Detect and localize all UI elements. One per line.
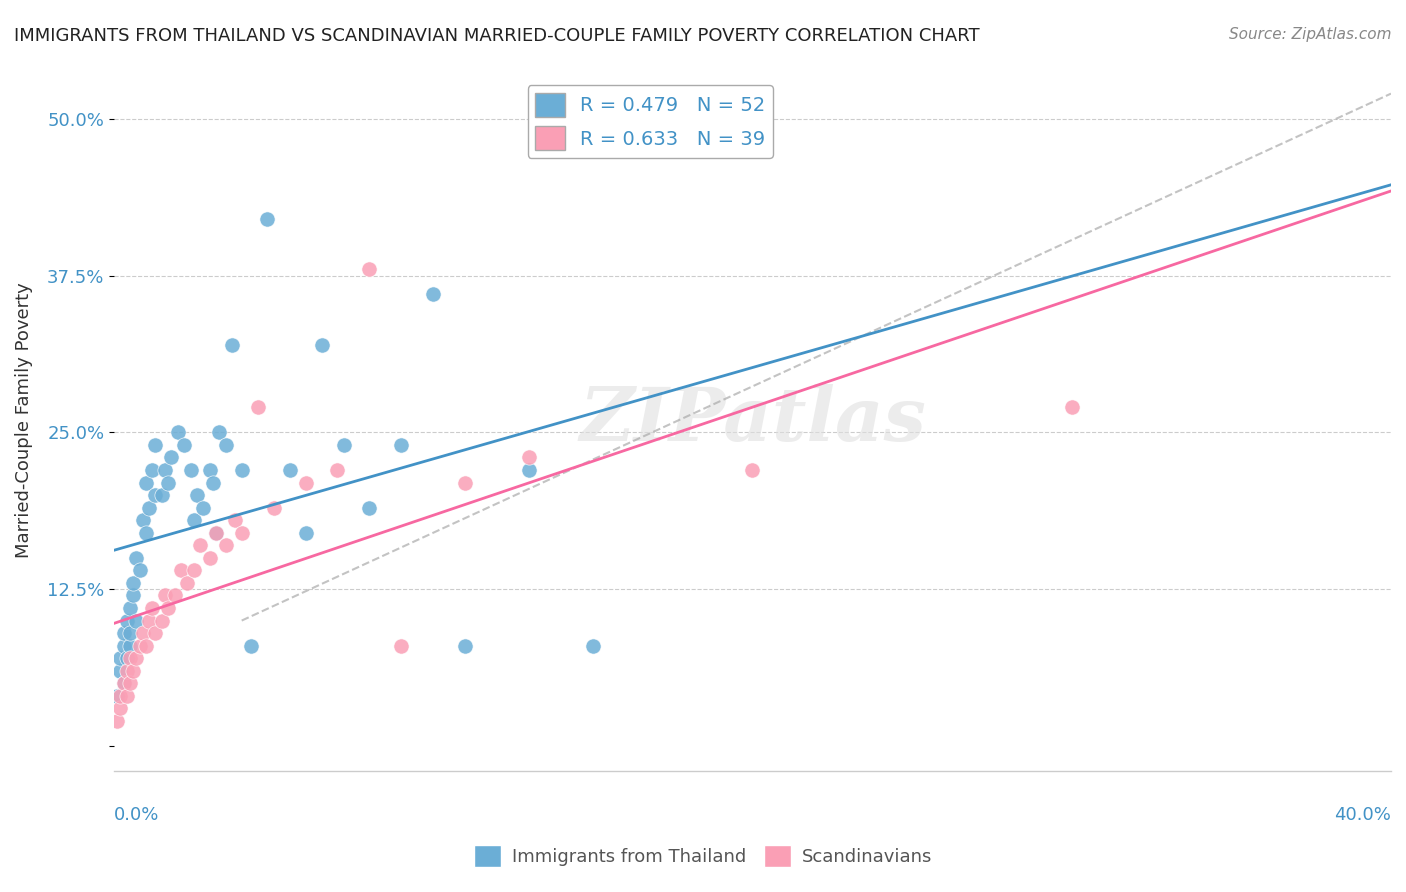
Point — [582, 639, 605, 653]
Point — [145, 438, 167, 452]
Point — [166, 425, 188, 440]
Legend: Immigrants from Thailand, Scandinavians: Immigrants from Thailand, Scandinavians — [467, 838, 939, 874]
Point — [118, 601, 141, 615]
Point — [231, 463, 253, 477]
Text: ZIPatlas: ZIPatlas — [579, 384, 927, 456]
Point — [333, 438, 356, 452]
Point — [150, 488, 173, 502]
Point — [240, 639, 263, 653]
Point — [188, 538, 211, 552]
Point — [138, 500, 160, 515]
Point — [183, 513, 205, 527]
Point — [326, 463, 349, 477]
Point — [278, 463, 301, 477]
Point — [256, 212, 278, 227]
Point — [157, 475, 180, 490]
Point — [215, 538, 238, 552]
Point — [186, 488, 208, 502]
Text: 40.0%: 40.0% — [1334, 806, 1391, 824]
Point — [389, 639, 412, 653]
Point — [176, 576, 198, 591]
Point — [122, 664, 145, 678]
Point — [454, 639, 477, 653]
Point — [173, 438, 195, 452]
Point — [112, 676, 135, 690]
Point — [294, 525, 316, 540]
Point — [141, 463, 163, 477]
Point — [132, 626, 155, 640]
Point — [208, 425, 231, 440]
Point — [115, 689, 138, 703]
Point — [517, 450, 540, 465]
Point — [145, 626, 167, 640]
Point — [122, 576, 145, 591]
Text: 0.0%: 0.0% — [114, 806, 159, 824]
Point — [110, 651, 132, 665]
Point — [205, 525, 228, 540]
Point — [125, 614, 148, 628]
Point — [205, 525, 228, 540]
Point — [115, 651, 138, 665]
Y-axis label: Married-Couple Family Poverty: Married-Couple Family Poverty — [15, 282, 32, 558]
Point — [224, 513, 246, 527]
Point — [112, 639, 135, 653]
Point — [128, 563, 150, 577]
Point — [1060, 401, 1083, 415]
Point — [115, 664, 138, 678]
Point — [125, 550, 148, 565]
Point — [115, 614, 138, 628]
Point — [246, 401, 269, 415]
Point — [201, 475, 224, 490]
Point — [193, 500, 215, 515]
Point — [221, 337, 243, 351]
Point — [118, 626, 141, 640]
Point — [112, 676, 135, 690]
Point — [122, 589, 145, 603]
Point — [170, 563, 193, 577]
Point — [132, 513, 155, 527]
Point — [163, 589, 186, 603]
Point — [198, 463, 221, 477]
Point — [215, 438, 238, 452]
Point — [157, 601, 180, 615]
Point — [153, 589, 176, 603]
Point — [311, 337, 333, 351]
Point — [422, 287, 444, 301]
Point — [112, 626, 135, 640]
Point — [180, 463, 202, 477]
Point — [294, 475, 316, 490]
Point — [135, 475, 157, 490]
Point — [105, 714, 128, 728]
Text: IMMIGRANTS FROM THAILAND VS SCANDINAVIAN MARRIED-COUPLE FAMILY POVERTY CORRELATI: IMMIGRANTS FROM THAILAND VS SCANDINAVIAN… — [14, 27, 980, 45]
Point — [105, 689, 128, 703]
Point — [110, 689, 132, 703]
Point — [110, 701, 132, 715]
Point — [110, 664, 132, 678]
Point — [125, 651, 148, 665]
Point — [454, 475, 477, 490]
Point — [231, 525, 253, 540]
Point — [160, 450, 183, 465]
Point — [359, 262, 381, 277]
Point — [198, 550, 221, 565]
Point — [359, 500, 381, 515]
Legend: R = 0.479   N = 52, R = 0.633   N = 39: R = 0.479 N = 52, R = 0.633 N = 39 — [527, 86, 773, 158]
Point — [183, 563, 205, 577]
Point — [135, 639, 157, 653]
Point — [141, 601, 163, 615]
Text: Source: ZipAtlas.com: Source: ZipAtlas.com — [1229, 27, 1392, 42]
Point — [389, 438, 412, 452]
Point — [741, 463, 763, 477]
Point — [263, 500, 285, 515]
Point — [128, 639, 150, 653]
Point — [118, 651, 141, 665]
Point — [145, 488, 167, 502]
Point — [517, 463, 540, 477]
Point — [118, 639, 141, 653]
Point — [138, 614, 160, 628]
Point — [135, 525, 157, 540]
Point — [150, 614, 173, 628]
Point — [118, 676, 141, 690]
Point — [153, 463, 176, 477]
